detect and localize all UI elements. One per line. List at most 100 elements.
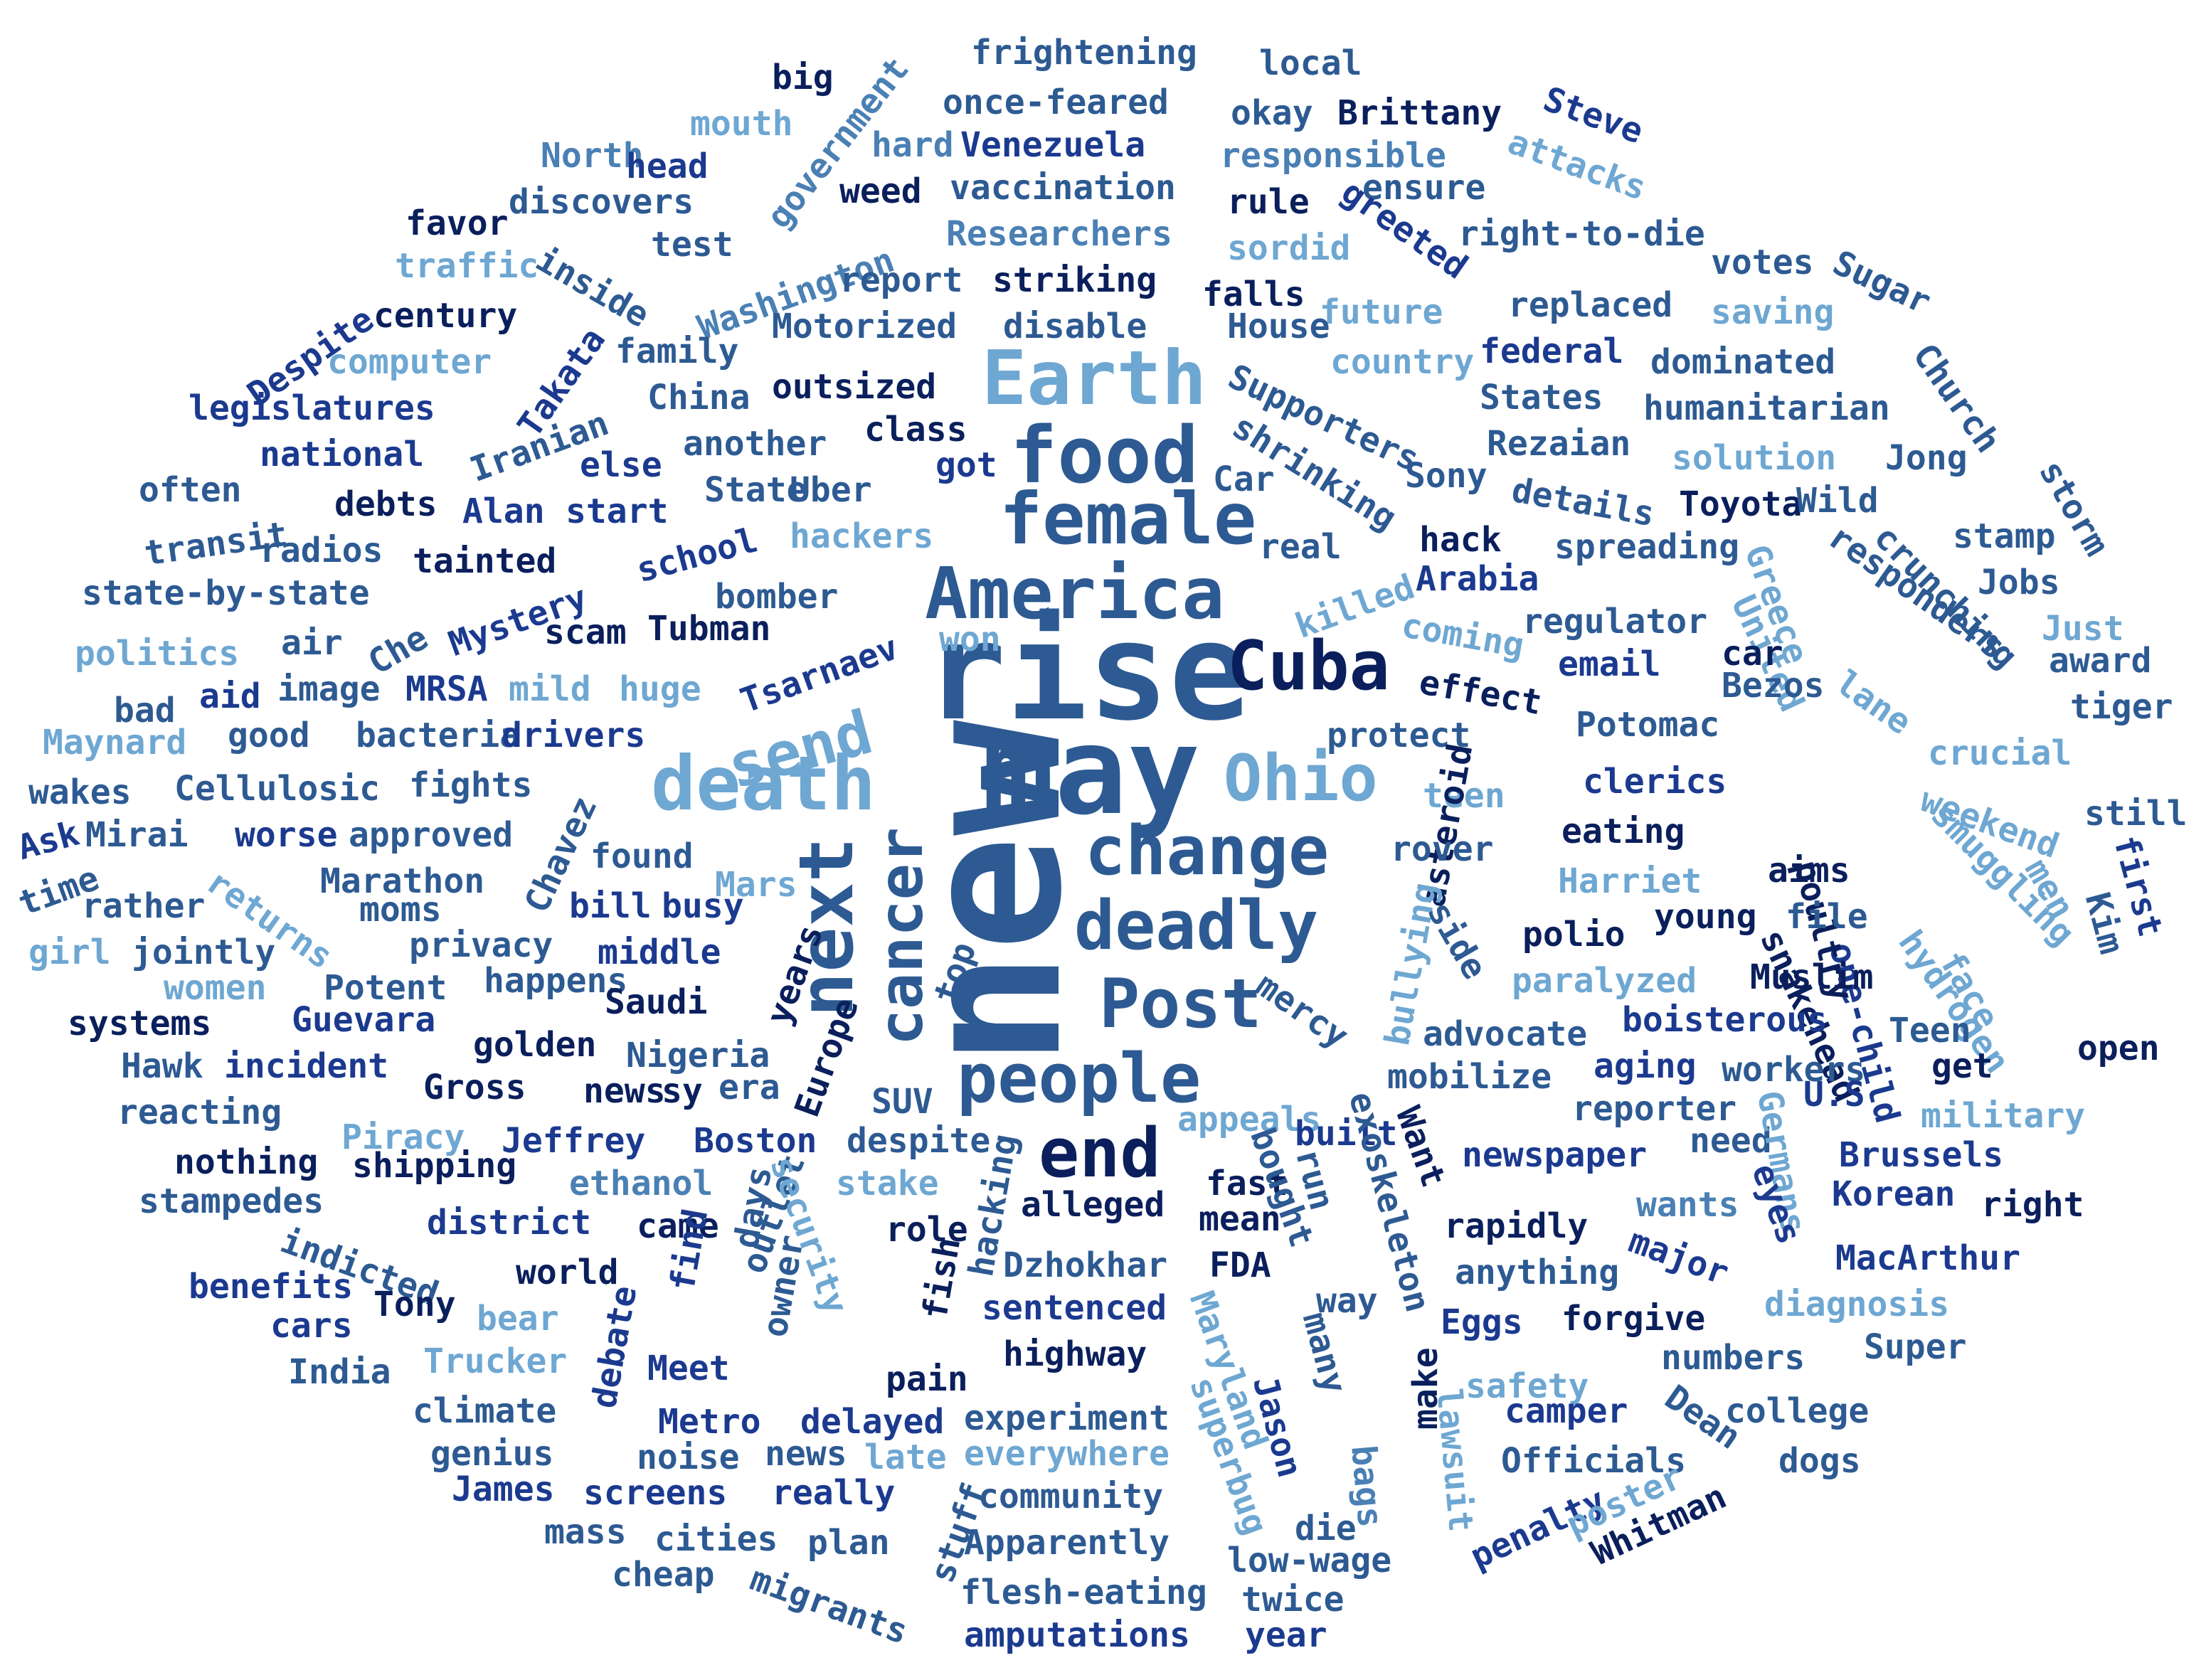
word-cloud-term: bear	[477, 1299, 559, 1339]
word-cloud-term: Trucker	[423, 1341, 568, 1381]
word-cloud-term: polio	[1522, 915, 1626, 955]
word-cloud-term: experiment	[964, 1398, 1170, 1438]
word-cloud-term: ethanol	[569, 1164, 714, 1203]
word-cloud-term: Alan	[462, 491, 545, 531]
word-cloud-term: aid	[199, 676, 261, 716]
word-cloud-term: spreading	[1554, 527, 1740, 567]
word-cloud-term: saving	[1711, 292, 1835, 332]
word-cloud-term: cars	[270, 1306, 353, 1346]
word-cloud-term: fights	[409, 765, 533, 805]
word-cloud-term: wants	[1636, 1185, 1739, 1225]
word-cloud-term: ensure	[1362, 168, 1486, 208]
word-cloud-term: else	[580, 445, 662, 485]
word-cloud-term: still	[2084, 794, 2188, 834]
word-cloud-term: major	[1623, 1221, 1734, 1294]
word-cloud-term: anything	[1455, 1253, 1620, 1292]
word-cloud-term: cities	[654, 1519, 778, 1559]
word-cloud-term: future	[1320, 292, 1443, 332]
word-cloud-term: golden	[473, 1025, 597, 1065]
word-cloud-term: family	[615, 331, 739, 371]
word-cloud-term: middle	[598, 932, 721, 972]
word-cloud-term: rapidly	[1444, 1206, 1589, 1246]
word-cloud-term: rise	[925, 593, 1251, 750]
word-cloud-term: lane	[1828, 662, 1919, 743]
word-cloud-term: test	[651, 225, 733, 265]
word-cloud-term: nothing	[174, 1142, 319, 1182]
word-cloud-term: head	[626, 147, 709, 186]
word-cloud-term: screens	[583, 1473, 728, 1513]
word-cloud-term: Just	[2042, 609, 2124, 649]
word-cloud-term: Jong	[1885, 438, 1968, 478]
word-cloud-term: Hawk	[121, 1046, 203, 1086]
word-cloud-term: traffic	[395, 246, 539, 286]
word-cloud-term: worse	[235, 815, 338, 855]
word-cloud-term: right-to-die	[1458, 214, 1705, 254]
word-cloud-term: dominated	[1650, 342, 1836, 382]
word-cloud-term: file	[1786, 897, 1868, 937]
word-cloud-term: email	[1558, 644, 1661, 684]
word-cloud-term: Dzhokhar	[1003, 1245, 1168, 1285]
word-cloud-term: twice	[1241, 1580, 1345, 1620]
word-cloud-term: dogs	[1778, 1441, 1861, 1481]
word-cloud-term: Officials	[1501, 1441, 1687, 1481]
word-cloud-term: clerics	[1583, 762, 1727, 802]
word-cloud-term: tainted	[413, 541, 557, 581]
word-cloud-term: newspaper	[1462, 1135, 1648, 1175]
word-cloud-term: cancer	[866, 826, 937, 1046]
word-cloud-term: cheap	[612, 1555, 715, 1595]
word-cloud-term: America	[925, 552, 1225, 635]
word-cloud-term: tiger	[2070, 687, 2173, 727]
word-cloud-term: migrants	[745, 1558, 913, 1652]
word-cloud-term: computer	[327, 342, 492, 382]
word-cloud-term: amputations	[964, 1615, 1190, 1655]
word-cloud-term: everywhere	[964, 1434, 1170, 1474]
word-cloud-term: discovers	[509, 182, 694, 222]
word-cloud-term: often	[139, 470, 242, 510]
word-cloud-term: Nigeria	[626, 1036, 770, 1075]
word-cloud-term: forgive	[1561, 1299, 1706, 1339]
word-cloud-term: Tony	[373, 1285, 456, 1324]
word-cloud-term: legislatures	[189, 388, 435, 428]
word-cloud-term: Brussels	[1839, 1135, 2004, 1175]
word-cloud-term: won	[939, 620, 1001, 659]
word-cloud-term: effect	[1416, 662, 1545, 723]
word-cloud-term: aging	[1593, 1046, 1697, 1086]
word-cloud-term: hard	[871, 125, 954, 165]
word-cloud-term: fast	[1206, 1164, 1288, 1203]
word-cloud-term: bad	[114, 691, 176, 730]
word-cloud-term: climate	[413, 1391, 557, 1431]
word-cloud-term: politics	[75, 634, 240, 674]
word-cloud-term: state-by-state	[82, 573, 370, 613]
word-cloud-term: really	[772, 1473, 896, 1513]
word-cloud-term: Gross	[423, 1068, 526, 1107]
word-cloud-term: stake	[836, 1164, 939, 1203]
word-cloud-term: need	[1690, 1121, 1772, 1161]
word-cloud-term: Uber	[790, 470, 872, 510]
word-cloud-term: debts	[334, 484, 438, 524]
word-cloud-term: moms	[359, 890, 442, 930]
word-cloud-term: Eggs	[1441, 1302, 1523, 1342]
word-cloud-term: Potomac	[1576, 705, 1720, 745]
word-cloud-term: benefits	[189, 1267, 354, 1307]
word-cloud-term: rover	[1391, 829, 1494, 869]
word-cloud-term: Metro	[658, 1402, 761, 1442]
word-cloud-term: jointly	[132, 932, 276, 972]
word-cloud-term: Harriet	[1558, 861, 1702, 901]
word-cloud-term: outsized	[772, 367, 937, 407]
word-cloud-term: replaced	[1508, 285, 1673, 325]
word-cloud-term: teen	[1423, 776, 1505, 816]
word-cloud-term: late	[864, 1437, 947, 1477]
word-cloud-term: North	[541, 136, 644, 176]
word-cloud-term: Super	[1864, 1327, 1967, 1367]
word-cloud-term: Boston	[694, 1121, 817, 1161]
word-cloud-term: Ohio	[1224, 741, 1378, 816]
word-cloud-term: Car	[1213, 459, 1275, 499]
word-cloud-term: disable	[1003, 307, 1147, 346]
word-cloud-term: MacArthur	[1835, 1238, 2021, 1278]
word-cloud-term: incident	[224, 1046, 389, 1086]
word-cloud-term: year	[1245, 1615, 1327, 1655]
word-cloud-term: Piracy	[341, 1117, 465, 1157]
word-cloud-term: death	[651, 740, 876, 827]
word-cloud-term: Meet	[647, 1349, 730, 1388]
word-cloud-term: Cellulosic	[174, 769, 380, 809]
